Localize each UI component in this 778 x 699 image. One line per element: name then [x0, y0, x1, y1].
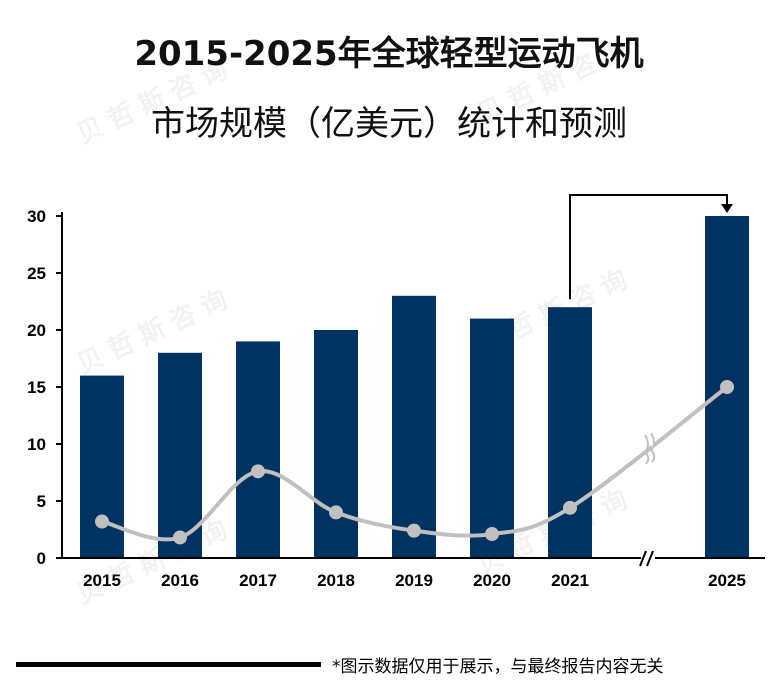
- y-tick-label: 5: [37, 492, 46, 511]
- y-tick-label: 30: [27, 207, 46, 226]
- axis-break-gap: [641, 554, 655, 562]
- bar-2019: [392, 295, 436, 558]
- x-tick-label: 2025: [708, 571, 746, 590]
- x-tick-label: 2017: [239, 571, 277, 590]
- bar-2017: [236, 341, 280, 558]
- bar-2018: [314, 330, 358, 558]
- chart-title-line2: 市场规模（亿美元）统计和预测: [151, 104, 627, 144]
- bar-2020: [470, 318, 514, 558]
- x-tick-label: 2018: [317, 571, 355, 590]
- trend-point-2020: [485, 527, 499, 542]
- axis-break-mark: [639, 550, 654, 567]
- trend-point-2021: [563, 500, 577, 515]
- x-tick-label: 2019: [395, 571, 433, 590]
- y-tick-label: 15: [27, 378, 46, 397]
- growth-arrow: [569, 194, 728, 300]
- trend-point-2018: [329, 505, 343, 520]
- trend-point-2017: [251, 464, 265, 479]
- x-tick-label: 2021: [551, 571, 589, 590]
- x-tick-label: 2016: [161, 571, 199, 590]
- trend-line: [101, 385, 729, 542]
- x-tick-label: 2015: [83, 571, 121, 590]
- footer-divider: [16, 662, 321, 667]
- bar-2015: [80, 375, 124, 558]
- trend-point-2025: [720, 380, 734, 394]
- chart-title-line1: 2015-2025年全球轻型运动飞机: [134, 34, 644, 74]
- bar-2021: [548, 307, 592, 558]
- y-tick-label: 20: [27, 321, 46, 340]
- arrow-head-icon: [721, 204, 733, 213]
- x-tick-label: 2020: [473, 571, 511, 590]
- bar-2016: [158, 352, 202, 558]
- trend-point-2016: [173, 530, 187, 545]
- trend-point-2019: [407, 523, 421, 538]
- y-tick-label: 0: [37, 549, 46, 568]
- y-tick-label: 25: [27, 264, 46, 283]
- footer-note: *图示数据仅用于展示，与最终报告内容无关: [332, 657, 664, 677]
- trend-point-2015: [95, 514, 109, 529]
- y-tick-label: 10: [27, 435, 46, 454]
- line-break-mark: [643, 432, 656, 465]
